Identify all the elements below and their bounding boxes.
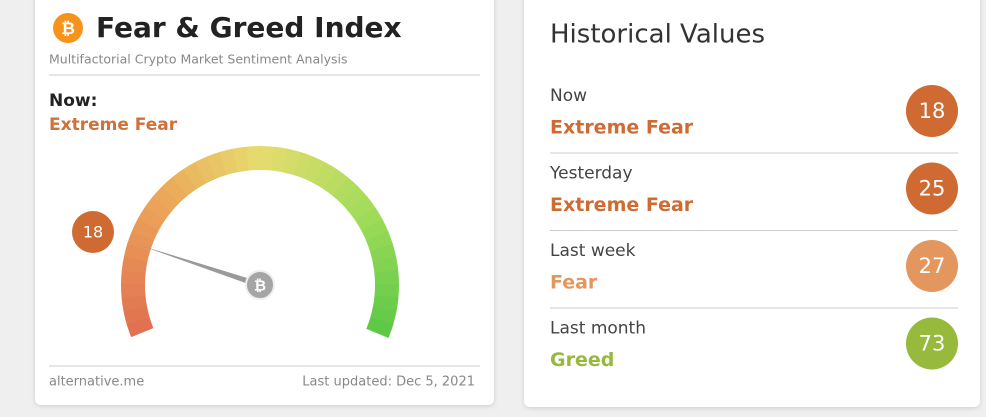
gauge-arc bbox=[121, 283, 146, 298]
gauge-arc bbox=[293, 151, 314, 180]
gauge-badge bbox=[72, 211, 114, 253]
classification: Extreme Fear bbox=[550, 117, 694, 139]
gauge-arc bbox=[366, 317, 394, 338]
now-label: Now: bbox=[49, 91, 97, 111]
value-badge bbox=[906, 240, 958, 292]
gauge-arc bbox=[303, 156, 327, 184]
gauge-arc bbox=[246, 146, 261, 171]
last-updated: Last updated: Dec 5, 2021 bbox=[302, 375, 475, 390]
gauge-arc bbox=[144, 195, 172, 221]
gauge-arc bbox=[259, 146, 275, 171]
gauge-hub bbox=[245, 270, 275, 300]
gauge-arc bbox=[126, 316, 154, 338]
period: Yesterday bbox=[549, 164, 633, 184]
gauge-arc bbox=[340, 186, 368, 213]
gauge-arc bbox=[194, 156, 218, 184]
period: Now bbox=[550, 86, 587, 106]
gauge-arc bbox=[374, 284, 399, 299]
now-classification: Extreme Fear bbox=[49, 115, 178, 135]
gauge-arc bbox=[323, 169, 349, 197]
gauge-arc bbox=[162, 176, 189, 204]
bitcoin-symbol: ₿ bbox=[61, 19, 75, 39]
classification: Fear bbox=[550, 272, 598, 294]
value-badge bbox=[906, 85, 958, 137]
classification: Greed bbox=[550, 349, 614, 371]
gauge-arc bbox=[172, 168, 198, 196]
gauge-arc bbox=[137, 206, 166, 231]
source: alternative.me bbox=[49, 375, 144, 390]
value-badge bbox=[906, 317, 958, 370]
gauge-arc bbox=[370, 306, 397, 326]
period: Last week bbox=[550, 241, 636, 261]
gauge-hub-symbol: ₿ bbox=[254, 277, 266, 295]
value: 25 bbox=[919, 177, 946, 201]
classification: Extreme Fear bbox=[550, 194, 694, 216]
gauge: ₿ 18 bbox=[72, 146, 399, 338]
history-list: Now Extreme Fear 18 Yesterday Extreme Fear 25… bbox=[549, 85, 958, 371]
gauge-arc bbox=[282, 148, 302, 176]
history-title: Historical Values bbox=[550, 20, 765, 50]
gauge-arc bbox=[355, 207, 383, 232]
title: Fear & Greed Index bbox=[96, 11, 402, 44]
value: 18 bbox=[919, 99, 946, 123]
period: Last month bbox=[550, 319, 646, 339]
gauge-arc bbox=[365, 231, 394, 252]
value-badge bbox=[906, 162, 958, 215]
gauge-arc bbox=[123, 242, 151, 263]
gauge-arc bbox=[369, 243, 397, 263]
gauge-arc bbox=[219, 148, 239, 175]
gauge-arc bbox=[152, 185, 180, 212]
gauge-arc bbox=[332, 177, 359, 205]
gauge-arc bbox=[372, 257, 399, 274]
gauge-arc bbox=[233, 146, 250, 173]
gauge-arc bbox=[361, 218, 389, 242]
gauge-arc bbox=[121, 256, 148, 274]
history-card bbox=[524, 0, 980, 407]
subtitle: Multifactorial Crypto Market Sentiment A… bbox=[49, 52, 348, 67]
gauge-value: 18 bbox=[83, 223, 103, 242]
gauge-arc bbox=[313, 162, 338, 190]
gauge-arc bbox=[271, 146, 288, 173]
gauge-needle bbox=[139, 245, 261, 288]
gauge-arc bbox=[207, 151, 228, 179]
gauge-arc bbox=[183, 161, 207, 190]
gauge-arc bbox=[121, 269, 146, 285]
value: 73 bbox=[919, 332, 946, 356]
gauge-arc bbox=[348, 196, 376, 222]
gauge-arc bbox=[131, 218, 160, 241]
value: 27 bbox=[919, 254, 946, 278]
gauge-arc bbox=[372, 295, 399, 312]
gauge-arc bbox=[123, 305, 150, 325]
bitcoin-icon bbox=[53, 13, 83, 43]
gauge-arc bbox=[374, 270, 399, 286]
gauge-arc bbox=[121, 294, 148, 312]
